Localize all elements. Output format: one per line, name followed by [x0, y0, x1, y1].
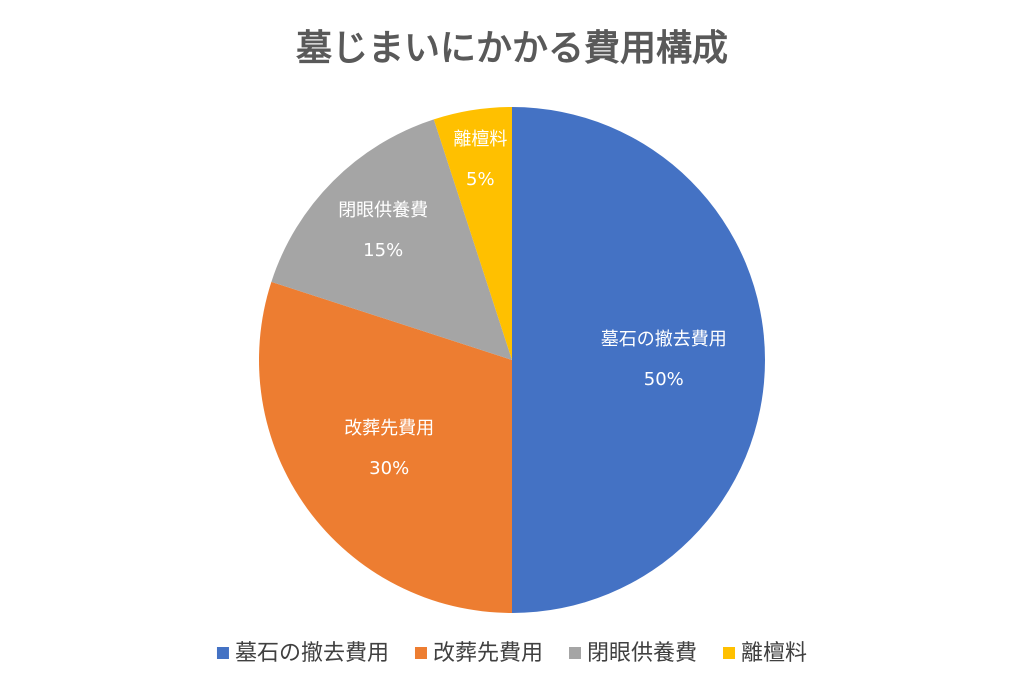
slice-value-label: 15%	[363, 240, 403, 261]
pie-slice	[271, 119, 512, 361]
pie-slice	[258, 281, 512, 613]
slice-label: 改葬先費用	[344, 418, 434, 439]
legend-swatch	[216, 647, 229, 659]
legend-label: 離檀料	[741, 641, 807, 666]
pie-slice	[512, 107, 765, 613]
slice-value-label: 5%	[466, 169, 495, 190]
legend-label: 墓石の撤去費用	[235, 641, 389, 666]
legend-swatch	[569, 647, 581, 659]
legend-swatch	[723, 647, 736, 659]
slice-value-label: 50%	[644, 369, 684, 390]
slice-label: 離檀料	[453, 129, 507, 150]
legend: 墓石の撤去費用 改葬先費用 閉眼供養費 離檀料	[216, 641, 807, 666]
legend-swatch	[414, 647, 427, 659]
slice-label: 墓石の撤去費用	[601, 329, 727, 350]
legend-label: 閉眼供養費	[587, 641, 697, 666]
legend-label: 改葬先費用	[433, 641, 543, 666]
slice-label: 閉眼供養費	[338, 200, 428, 221]
pie-slice	[433, 107, 512, 360]
chart-title: 墓じまいにかかる費用構成	[296, 28, 728, 69]
slice-value-label: 30%	[369, 458, 409, 479]
